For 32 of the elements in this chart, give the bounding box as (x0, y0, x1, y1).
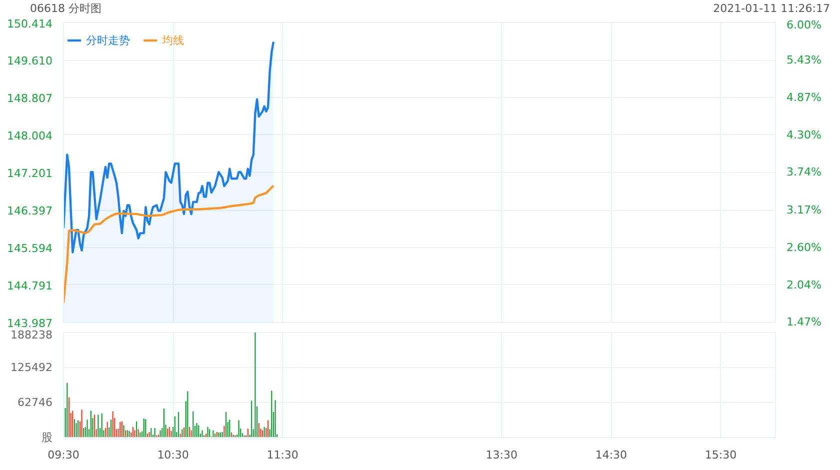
x-tick-label: 14:30 (595, 448, 628, 462)
legend-label: 均线 (162, 32, 184, 48)
x-tick-label: 15:30 (704, 448, 737, 462)
y-tick-label: 62746 (18, 396, 53, 409)
text: 2021-01-11 11:26:17 (713, 1, 830, 17)
y-tick-label: 148.004 (7, 129, 53, 142)
y-tick-label: 143.987 (7, 317, 53, 330)
y2-tick-label: 5.43% (786, 54, 822, 67)
y-tick-label: 146.397 (7, 204, 53, 218)
y2-tick-label: 2.04% (786, 278, 822, 292)
legend-label: 分时走势 (86, 32, 130, 48)
y-tick-label: 188238 (10, 328, 53, 342)
y2-tick-label: 6.00% (786, 18, 822, 32)
x-tick-label: 11:30 (266, 448, 298, 462)
x-tick-label: 09:30 (48, 448, 80, 462)
x-tick-label: 10:30 (157, 448, 189, 462)
y-tick-label: 149.610 (7, 54, 53, 68)
y2-tick-label: 1.47% (786, 316, 822, 328)
y-tick-label: 145.594 (7, 242, 53, 255)
y-tick-label: 股 (42, 431, 52, 444)
y-tick-label: 150.414 (7, 18, 53, 30)
chart-title: 06618 分时图 (30, 1, 102, 17)
y-tick-label: 144.791 (7, 279, 53, 292)
y-tick-label: 147.201 (7, 166, 53, 180)
y-tick-label: 125492 (10, 361, 53, 374)
x-tick-label: 13:30 (486, 448, 518, 462)
y2-tick-label: 4.87% (786, 90, 822, 104)
y2-tick-label: 2.60% (786, 241, 822, 254)
y2-tick-label: 3.17% (786, 203, 822, 216)
y2-tick-label: 3.74% (786, 166, 822, 179)
y2-tick-label: 4.30% (786, 128, 822, 142)
y-tick-label: 148.807 (7, 92, 53, 106)
